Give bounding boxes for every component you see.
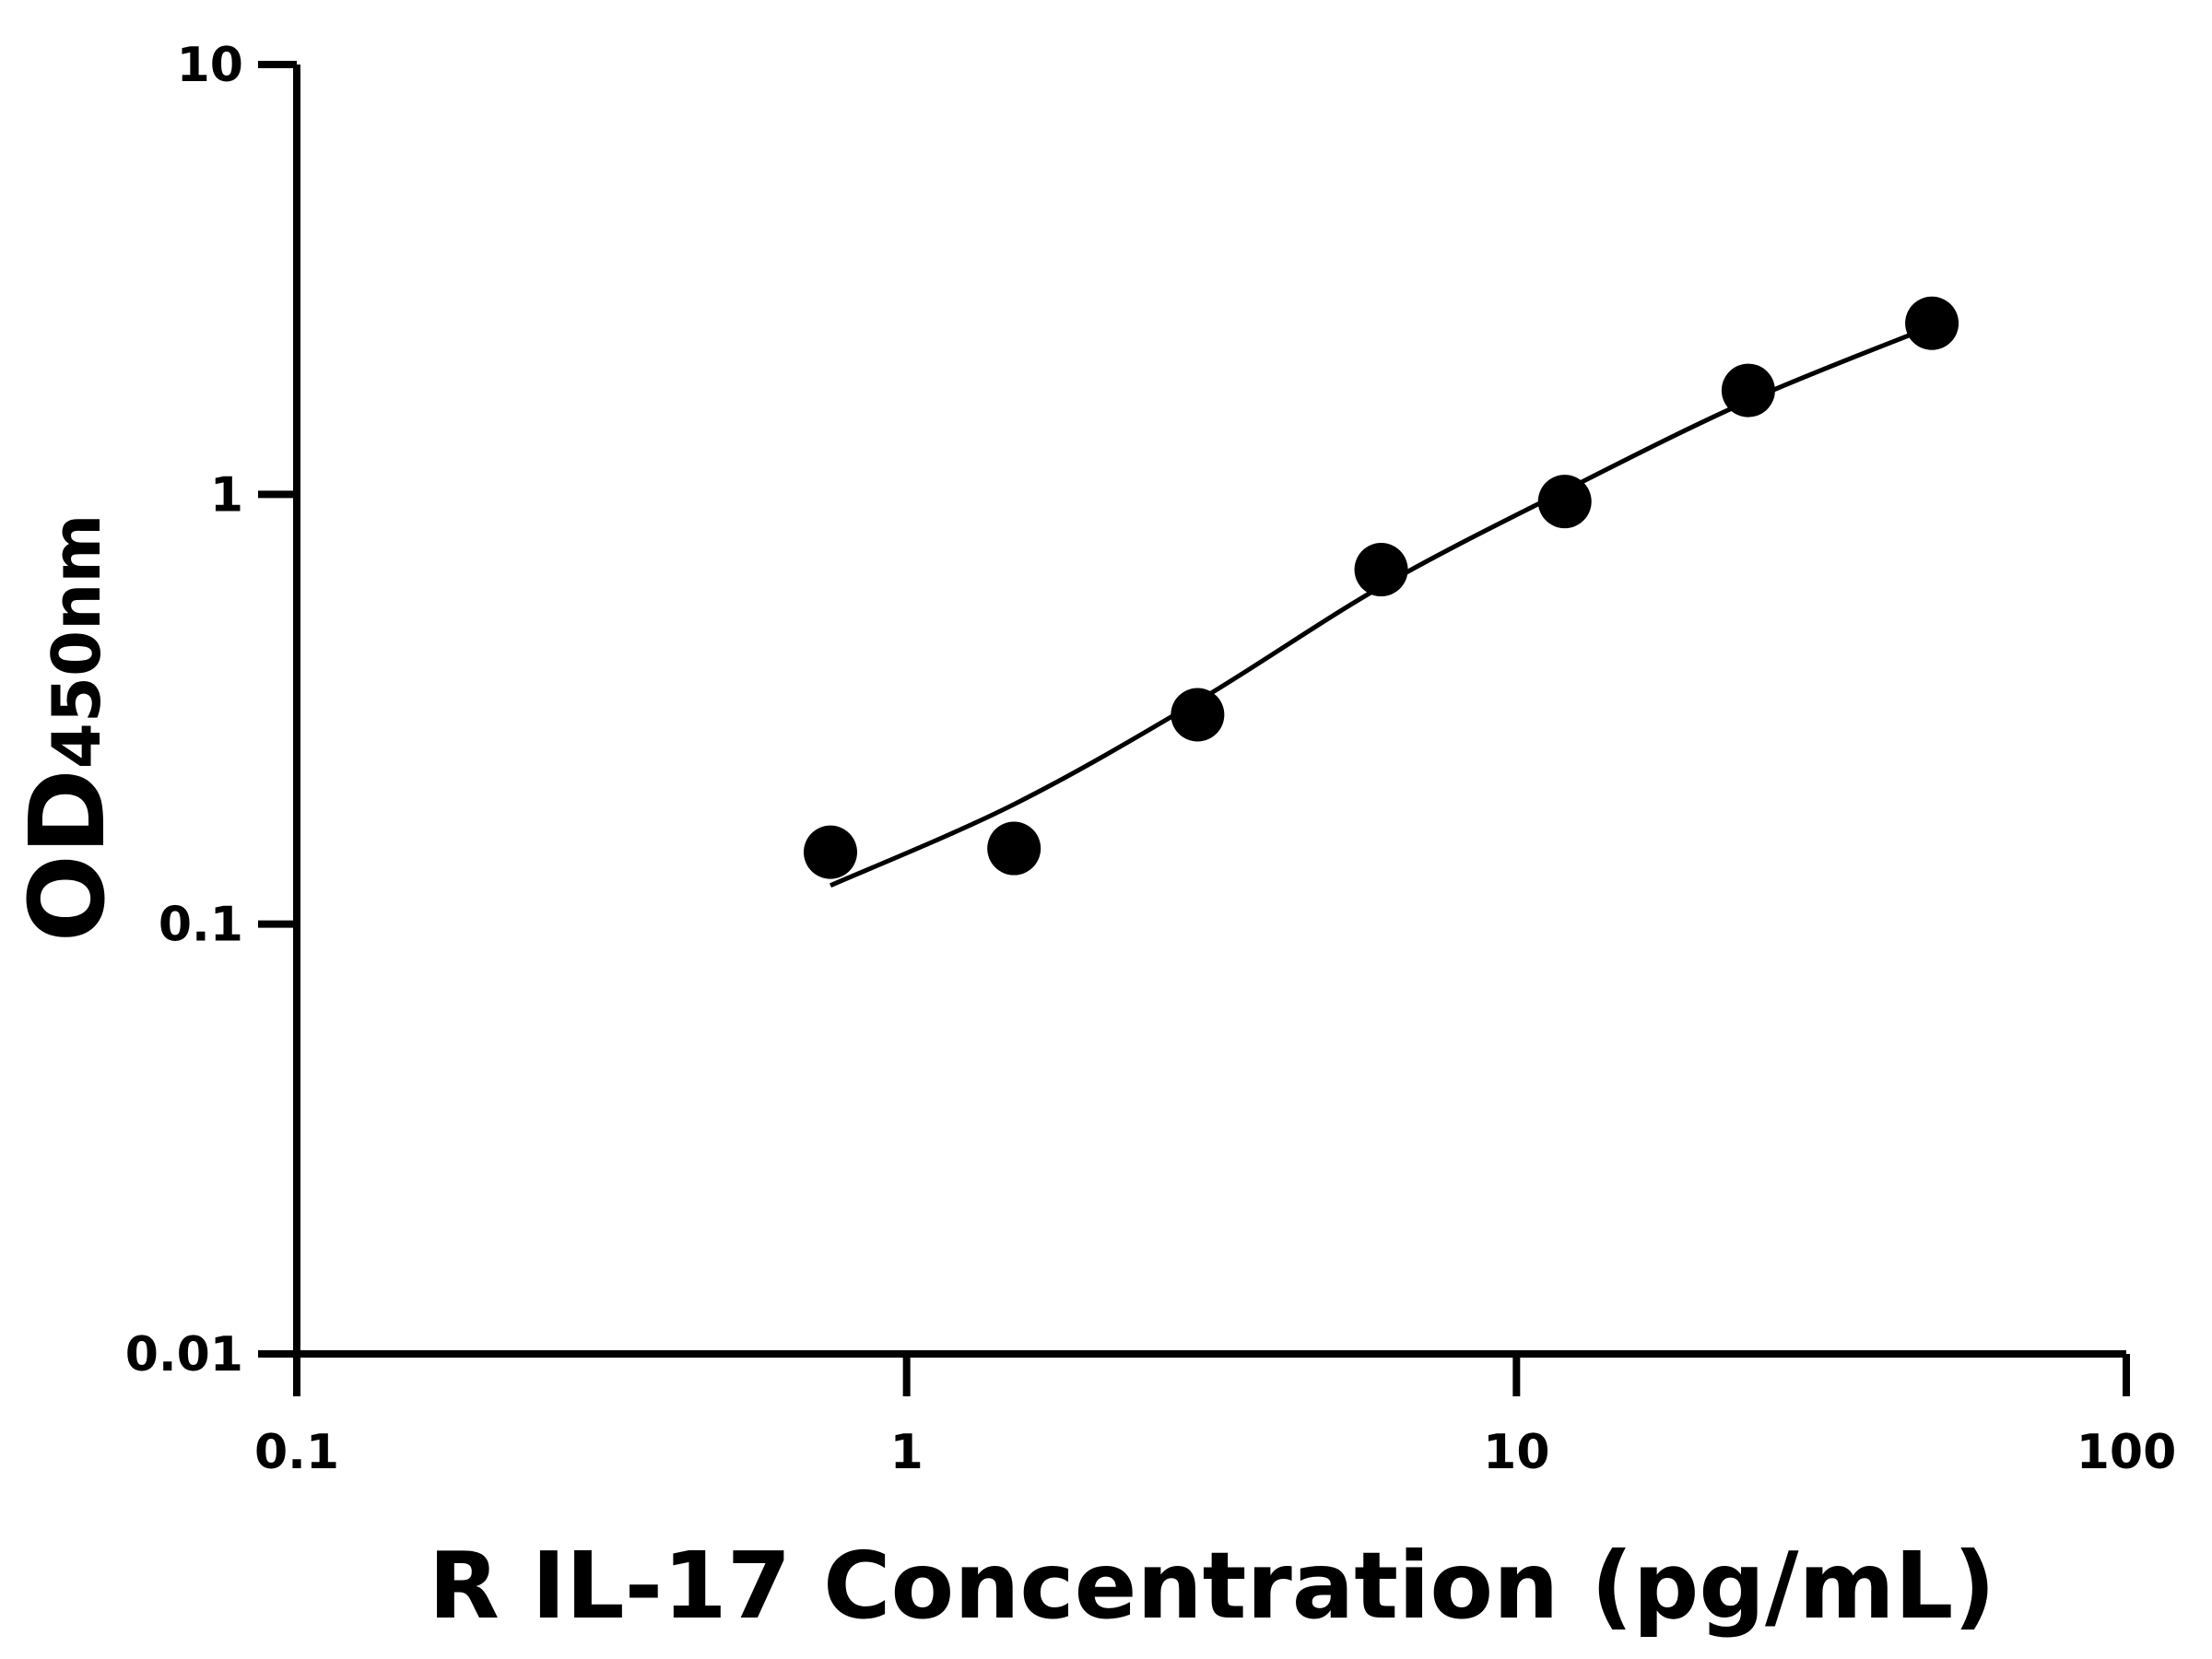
data-point (803, 825, 857, 879)
x-axis-label: R IL-17 Concentration (pg/mL) (429, 1532, 1995, 1640)
data-point (1905, 296, 1959, 350)
y-tick-label: 0.1 (159, 898, 243, 953)
y-tick-label: 10 (177, 38, 243, 93)
y-axis-label-sub: 450nm (38, 514, 115, 770)
data-point (1537, 475, 1592, 529)
x-tick-label: 100 (2077, 1425, 2177, 1480)
y-axis-label-main: OD (8, 769, 128, 942)
data-point (1171, 688, 1225, 742)
x-tick-label: 10 (1483, 1425, 1549, 1480)
data-point (987, 821, 1041, 876)
fit-curve (829, 324, 1934, 888)
x-tick-label: 0.1 (254, 1425, 339, 1480)
y-axis-label: OD450nm (8, 514, 128, 943)
y-tick-label: 0.01 (125, 1327, 243, 1382)
data-point (1354, 543, 1408, 597)
x-tick-label: 1 (890, 1425, 924, 1480)
data-point (1721, 363, 1775, 418)
y-tick-label: 1 (210, 467, 243, 523)
